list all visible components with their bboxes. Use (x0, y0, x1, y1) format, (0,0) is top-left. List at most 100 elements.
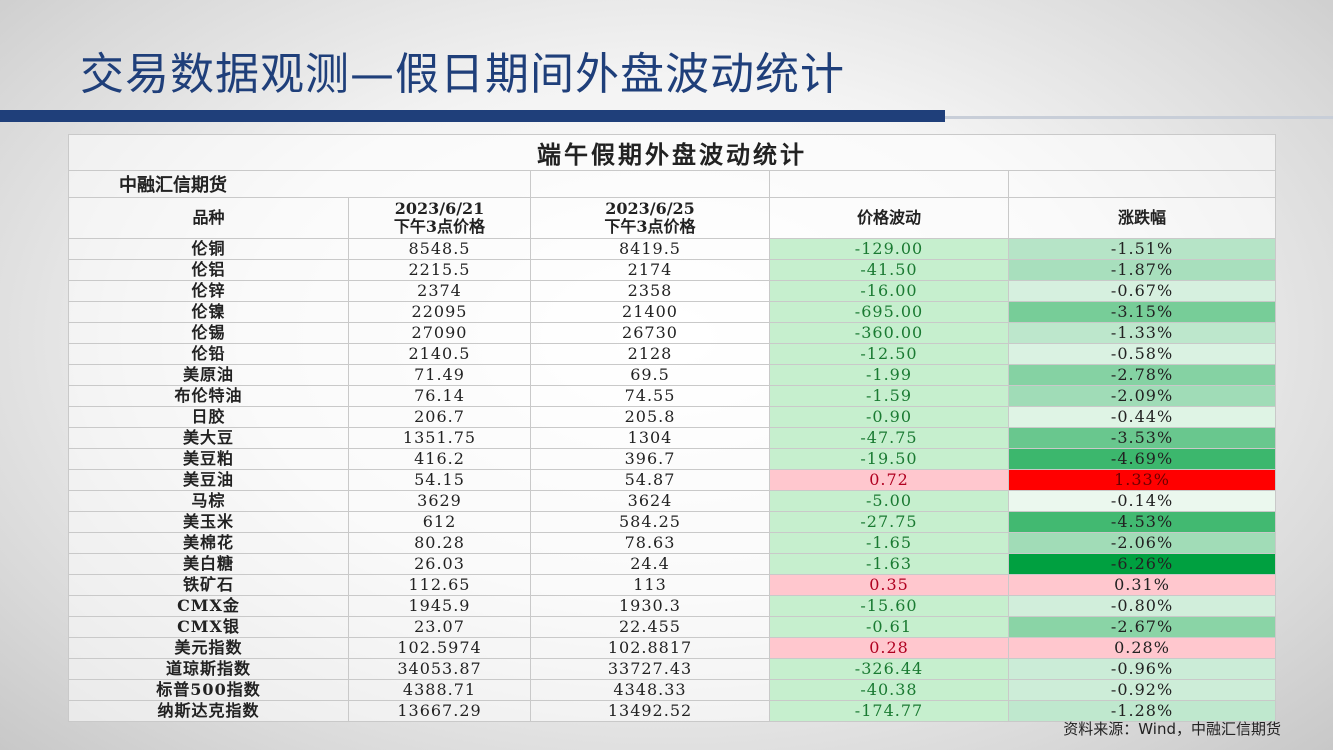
cell-price-date1: 4388.71 (348, 679, 531, 701)
cell-price-change: -1.99 (769, 364, 1009, 386)
cell-price-date2: 74.55 (530, 385, 770, 407)
empty-cell (1007, 170, 1277, 198)
cell-price-date1: 1351.75 (348, 427, 531, 449)
cell-variety: 标普500指数 (68, 679, 349, 701)
header-date2: 2023/6/25 下午3点价格 (530, 197, 770, 239)
cell-variety: CMX金 (68, 595, 349, 617)
cell-variety: 美元指数 (68, 637, 349, 659)
cell-variety: 日胶 (68, 406, 349, 428)
cell-price-date2: 102.8817 (530, 637, 770, 659)
cell-pct-change: 0.28% (1007, 637, 1277, 659)
cell-price-date1: 27090 (348, 322, 531, 344)
table-row: 伦铝 2215.5 2174 -41.50 -1.87% (68, 259, 1277, 281)
cell-pct-change: -0.96% (1007, 658, 1277, 680)
cell-pct-change: -1.87% (1007, 259, 1277, 281)
cell-price-date2: 2358 (530, 280, 770, 302)
table-row: 美大豆 1351.75 1304 -47.75 -3.53% (68, 427, 1277, 449)
table-row: 美棉花 80.28 78.63 -1.65 -2.06% (68, 532, 1277, 554)
table-row: 伦镍 22095 21400 -695.00 -3.15% (68, 301, 1277, 323)
table-caption: 端午假期外盘波动统计 (67, 134, 1277, 171)
cell-price-date1: 13667.29 (348, 700, 531, 722)
table-header-row: 品种 2023/6/21 下午3点价格 2023/6/25 下午3点价格 价格波… (68, 197, 1277, 239)
cell-price-change: -0.90 (769, 406, 1009, 428)
cell-price-change: -15.60 (769, 595, 1009, 617)
cell-variety: CMX银 (68, 616, 349, 638)
cell-price-date1: 26.03 (348, 553, 531, 575)
cell-pct-change: -2.09% (1007, 385, 1277, 407)
cell-pct-change: -4.69% (1007, 448, 1277, 470)
cell-price-change: -1.59 (769, 385, 1009, 407)
cell-variety: 纳斯达克指数 (68, 700, 349, 722)
cell-variety: 美棉花 (68, 532, 349, 554)
cell-variety: 伦锌 (68, 280, 349, 302)
cell-price-change: -360.00 (769, 322, 1009, 344)
cell-price-date2: 113 (530, 574, 770, 596)
table-row: 纳斯达克指数 13667.29 13492.52 -174.77 -1.28% (68, 700, 1277, 722)
cell-price-date2: 54.87 (530, 469, 770, 491)
table-row: 道琼斯指数 34053.87 33727.43 -326.44 -0.96% (68, 658, 1277, 680)
cell-price-date1: 3629 (348, 490, 531, 512)
table-row: 伦锡 27090 26730 -360.00 -1.33% (68, 322, 1277, 344)
table-row: 日胶 206.7 205.8 -0.90 -0.44% (68, 406, 1277, 428)
cell-price-change: -27.75 (769, 511, 1009, 533)
cell-price-date1: 54.15 (348, 469, 531, 491)
cell-pct-change: -1.28% (1007, 700, 1277, 722)
cell-pct-change: -6.26% (1007, 553, 1277, 575)
cell-price-date2: 24.4 (530, 553, 770, 575)
cell-price-date1: 612 (348, 511, 531, 533)
cell-variety: 铁矿石 (68, 574, 349, 596)
table-row: 美白糖 26.03 24.4 -1.63 -6.26% (68, 553, 1277, 575)
cell-price-date2: 396.7 (530, 448, 770, 470)
cell-price-date2: 26730 (530, 322, 770, 344)
cell-pct-change: -2.67% (1007, 616, 1277, 638)
cell-price-date2: 4348.33 (530, 679, 770, 701)
volatility-table-container: 端午假期外盘波动统计 中融汇信期货 品种 2023/6/21 下午3点价格 20… (67, 134, 1277, 722)
cell-price-date2: 1304 (530, 427, 770, 449)
source-footnote: 资料来源：Wind，中融汇信期货 (1063, 720, 1281, 738)
cell-price-change: 0.35 (769, 574, 1009, 596)
table-row: 伦锌 2374 2358 -16.00 -0.67% (68, 280, 1277, 302)
cell-price-date1: 1945.9 (348, 595, 531, 617)
cell-pct-change: -0.92% (1007, 679, 1277, 701)
page-title: 交易数据观测—假日期间外盘波动统计 (80, 49, 845, 100)
title-underline (0, 110, 945, 122)
cell-price-change: -0.61 (769, 616, 1009, 638)
cell-pct-change: -3.53% (1007, 427, 1277, 449)
cell-price-date1: 102.5974 (348, 637, 531, 659)
cell-price-date2: 1930.3 (530, 595, 770, 617)
cell-price-date2: 78.63 (530, 532, 770, 554)
table-row: 伦铅 2140.5 2128 -12.50 -0.58% (68, 343, 1277, 365)
cell-variety: 美大豆 (68, 427, 349, 449)
cell-variety: 马棕 (68, 490, 349, 512)
cell-pct-change: -0.67% (1007, 280, 1277, 302)
cell-pct-change: 0.31% (1007, 574, 1277, 596)
header-date1-date: 2023/6/21 (394, 199, 485, 218)
cell-price-change: -695.00 (769, 301, 1009, 323)
header-date2-sub: 下午3点价格 (604, 217, 696, 236)
cell-variety: 伦铜 (68, 238, 349, 260)
header-pct: 涨跌幅 (1007, 197, 1277, 239)
cell-price-change: -1.63 (769, 553, 1009, 575)
table-row: 伦铜 8548.5 8419.5 -129.00 -1.51% (68, 238, 1277, 260)
cell-price-date1: 8548.5 (348, 238, 531, 260)
empty-cell (530, 170, 770, 198)
cell-price-date1: 22095 (348, 301, 531, 323)
cell-price-date2: 584.25 (530, 511, 770, 533)
cell-price-date2: 69.5 (530, 364, 770, 386)
cell-pct-change: -0.80% (1007, 595, 1277, 617)
table-row: 美原油 71.49 69.5 -1.99 -2.78% (68, 364, 1277, 386)
cell-pct-change: -4.53% (1007, 511, 1277, 533)
cell-price-date2: 22.455 (530, 616, 770, 638)
cell-price-date1: 416.2 (348, 448, 531, 470)
cell-variety: 伦镍 (68, 301, 349, 323)
cell-price-date2: 13492.52 (530, 700, 770, 722)
cell-price-date1: 2215.5 (348, 259, 531, 281)
cell-price-date2: 2174 (530, 259, 770, 281)
header-date1: 2023/6/21 下午3点价格 (348, 197, 531, 239)
volatility-table: 端午假期外盘波动统计 中融汇信期货 品种 2023/6/21 下午3点价格 20… (67, 134, 1277, 722)
cell-price-date2: 205.8 (530, 406, 770, 428)
table-row: 美豆油 54.15 54.87 0.72 1.33% (68, 469, 1277, 491)
cell-price-change: -326.44 (769, 658, 1009, 680)
cell-price-date2: 33727.43 (530, 658, 770, 680)
cell-price-date1: 76.14 (348, 385, 531, 407)
